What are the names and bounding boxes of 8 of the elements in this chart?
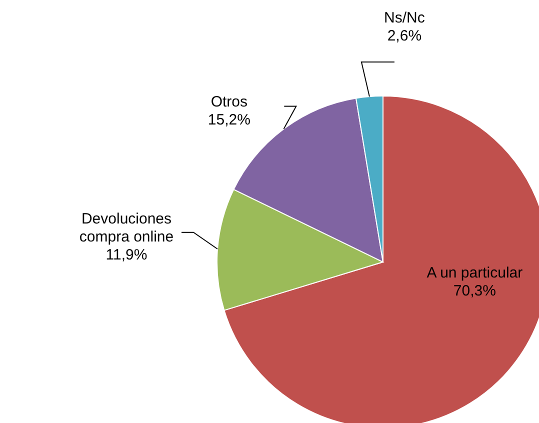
slice-label: Devoluciones compra online — [79, 210, 174, 246]
data-label: 70,3% — [453, 282, 496, 300]
slice-label: Otros — [210, 94, 248, 111]
data-label: 15,2% — [208, 112, 250, 129]
slice-label: A un particular — [426, 264, 523, 282]
data-label: 2,6% — [387, 27, 422, 44]
data-label: 11,9% — [106, 246, 148, 264]
slice-label: Ns/Nc — [384, 9, 426, 26]
